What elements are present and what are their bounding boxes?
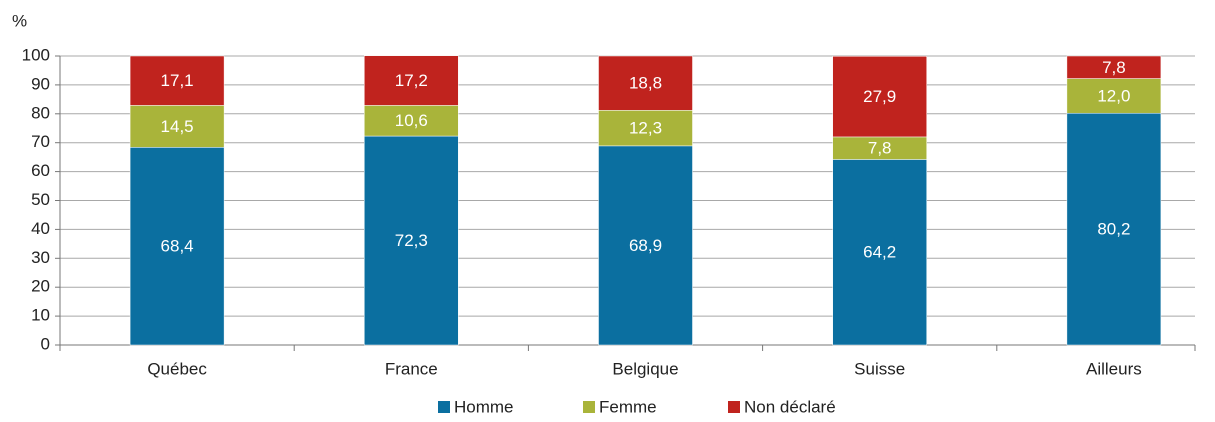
data-label: 72,3 <box>395 231 428 250</box>
data-label: 17,2 <box>395 71 428 90</box>
legend-label: Femme <box>599 397 657 416</box>
data-label: 7,8 <box>1102 58 1126 77</box>
legend-label: Non déclaré <box>744 397 836 416</box>
bar-segment <box>832 159 927 346</box>
data-label: 7,8 <box>868 139 892 158</box>
y-tick-label: 100 <box>22 45 50 64</box>
bar-segment <box>598 55 693 111</box>
y-tick-label: 70 <box>31 132 50 151</box>
y-tick-label: 0 <box>41 334 50 353</box>
data-label: 68,9 <box>629 236 662 255</box>
data-label: 17,1 <box>161 71 194 90</box>
y-tick-label: 50 <box>31 190 50 209</box>
data-label: 12,3 <box>629 119 662 138</box>
data-label: 10,6 <box>395 111 428 130</box>
x-tick-label: Ailleurs <box>1086 359 1142 378</box>
data-label: 18,8 <box>629 74 662 93</box>
bar-segment <box>1066 112 1162 346</box>
x-tick-label: France <box>385 359 438 378</box>
y-tick-label: 60 <box>31 161 50 180</box>
y-tick-label: 80 <box>31 103 50 122</box>
legend-swatch <box>438 401 450 413</box>
bar-segment <box>129 55 225 106</box>
data-label: 12,0 <box>1097 86 1130 105</box>
legend-label: Homme <box>454 397 514 416</box>
data-label: 14,5 <box>161 117 194 136</box>
data-label: 64,2 <box>863 243 896 262</box>
bar-segment <box>598 110 693 147</box>
legend-swatch <box>583 401 595 413</box>
legend-swatch <box>728 401 740 413</box>
y-tick-label: 20 <box>31 277 50 296</box>
y-tick-label: 10 <box>31 306 50 325</box>
y-axis-label: % <box>12 11 27 30</box>
bar-segment <box>129 105 225 148</box>
y-tick-label: 90 <box>31 74 50 93</box>
bar-segment <box>364 105 459 137</box>
y-tick-label: 30 <box>31 248 50 267</box>
data-label: 27,9 <box>863 87 896 106</box>
x-tick-label: Québec <box>147 359 207 378</box>
bar-segment <box>1066 78 1162 114</box>
y-tick-label: 40 <box>31 219 50 238</box>
x-tick-label: Belgique <box>612 359 678 378</box>
bar-segment <box>832 56 927 138</box>
x-tick-label: Suisse <box>854 359 905 378</box>
bar-segment <box>1066 55 1162 79</box>
data-label: 68,4 <box>161 237 194 256</box>
bar-segment <box>598 145 693 346</box>
bar-segment <box>129 147 225 346</box>
bar-segment <box>364 55 459 106</box>
data-label: 80,2 <box>1097 220 1130 239</box>
